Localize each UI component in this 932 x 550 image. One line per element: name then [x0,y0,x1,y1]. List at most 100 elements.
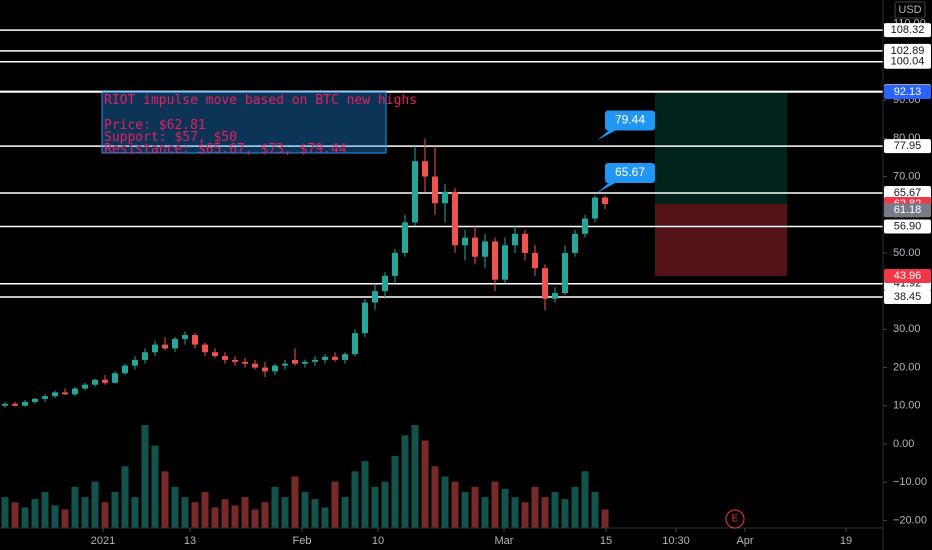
candle-body [352,333,358,355]
candle-body [252,363,258,368]
candle-body [282,363,288,366]
volume-bar [301,491,309,528]
volume-bar [61,509,69,528]
candle-body [392,252,398,276]
currency-box[interactable] [894,1,926,19]
candle-body [552,293,558,299]
plot-area: 79.44 65.67 RIOT impulse move based on BTC… [0,29,883,528]
candle-body [102,379,108,383]
price-line-label-bg [884,139,931,154]
volume-bar [91,481,99,528]
candle-body [432,176,438,204]
volume-bar [441,476,449,528]
candle-body [302,361,308,364]
callout-label: 65.67 [615,165,645,179]
candle-body [52,392,58,397]
volume-bar [371,486,379,528]
volume-bar [531,486,539,528]
candle-body [602,197,608,205]
price-line-label: 77.95 [894,140,922,152]
volume-bar [591,491,599,528]
volume-bar [31,499,39,528]
volume-bar [51,505,59,528]
volume-bar [251,509,259,528]
volume-bar [561,499,569,528]
note-box [101,91,387,154]
volume-bar [161,471,169,528]
candle-body [322,356,328,360]
volume-bar [351,471,359,528]
volume-bar [261,502,269,528]
volume-bar [601,509,609,528]
candle-body [132,359,138,366]
volume-bar [71,486,79,528]
x-tick-label: Feb [293,535,312,547]
price-line-label: 108.32 [891,24,925,36]
callout-tail [597,128,619,141]
axis-marker-bg [884,268,931,283]
candle-body [362,302,368,334]
callout-label: 79.44 [615,113,645,127]
volume-bar [481,497,489,528]
position-target-zone [655,91,787,204]
candle-body [232,359,238,362]
volume-bar [571,486,579,528]
volume-bar [541,497,549,528]
candle-body [542,268,548,299]
volume-bar [551,491,559,528]
y-tick-label: 70.00 [893,170,921,182]
candle-body [72,388,78,395]
candle-body [62,392,68,395]
volume-bar [231,505,239,528]
callout-box [605,163,655,184]
price-line-label-bg [884,84,931,99]
x-tick-label: Mar [495,535,514,547]
candle-body [152,344,158,353]
candle-body [202,344,208,353]
y-tick-label: 20.00 [893,361,921,373]
x-tick-label: 10:30 [662,535,690,547]
volume-bar [291,476,299,528]
event-marker-label: E [732,514,739,525]
candle-body [482,241,488,257]
candle-body [12,403,18,406]
volume-bar [241,497,249,528]
price-line-label: 92.13 [894,86,922,98]
price-line-label: 102.89 [891,45,925,57]
note-line: Resistance: $65.67, $73, $79.44 [104,142,347,157]
volume-bar [391,455,399,528]
candle-body [572,233,578,253]
candle-body [462,237,468,246]
candle-body [412,161,418,223]
price-line-label: 65.67 [894,187,922,199]
candle-body [592,197,598,219]
volume-bar [451,481,459,528]
position-stop-zone [655,203,787,276]
price-line-label-bg [884,43,931,58]
candle-body [452,191,458,246]
volume-bar [521,502,529,528]
volume-bar [401,435,409,528]
candle-body [492,241,498,280]
price-line-label-bg [884,290,931,305]
volume-bar [111,491,119,528]
axis-marker-label: 43.96 [894,270,922,282]
axis-marker-label: 61.18 [894,204,922,216]
candle-body [42,396,48,399]
y-tick-label: 0.00 [893,438,914,450]
volume-bar [281,497,289,528]
y-tick-label: 30.00 [893,323,921,335]
event-marker[interactable] [725,509,745,529]
candle-body [472,237,478,257]
candle-body [222,356,228,360]
price-line-label-bg [884,219,931,234]
volume-bar [131,497,139,528]
candle-body [532,252,538,269]
candle-body [242,361,248,364]
candle-body [142,352,148,360]
volume-bar [271,486,279,528]
currency: USD [898,4,921,16]
candle-body [292,359,298,364]
candle-body [402,222,408,253]
volume-bar [221,499,229,528]
